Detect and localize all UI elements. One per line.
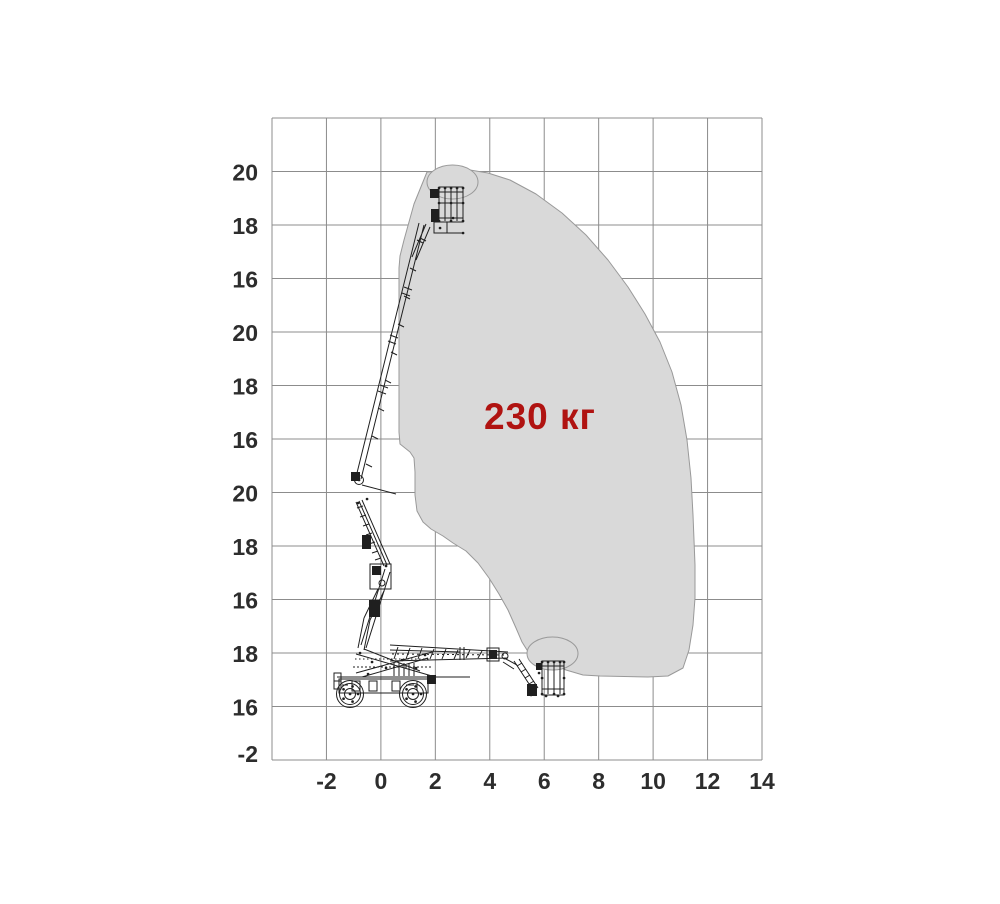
lower-basket xyxy=(536,660,566,698)
jib-hatching xyxy=(516,662,535,685)
elbow-block xyxy=(351,472,360,481)
axis-labels: -2 0 2 4 6 8 10 12 14 20 18 16 20 18 16 20 18 16 18 16 -2 xyxy=(232,160,775,795)
lug-nuts xyxy=(342,685,360,703)
elbow-and-riser xyxy=(351,472,397,651)
y-tick-label: 18 xyxy=(232,641,258,667)
stowed-boom-lines xyxy=(389,644,509,662)
x-tick-label: 8 xyxy=(592,768,605,794)
mast-cylinder xyxy=(357,568,391,651)
turret-ribs xyxy=(393,663,415,676)
y-tick-label: 16 xyxy=(232,427,258,453)
x-tick-label: 10 xyxy=(640,768,666,794)
basket-bolts xyxy=(540,660,566,698)
stowed-boom xyxy=(389,644,539,697)
machine-illustration xyxy=(333,186,566,708)
hub xyxy=(407,688,419,700)
envelope-area xyxy=(398,169,696,678)
elevated-boom xyxy=(355,222,431,480)
riser-collar xyxy=(362,535,371,549)
elbow-pins xyxy=(357,478,369,501)
platform-bubble xyxy=(526,636,579,671)
basket-railing xyxy=(542,662,564,694)
lug-nuts xyxy=(405,685,423,703)
y-tick-label: 16 xyxy=(232,695,258,721)
y-tick-label: 20 xyxy=(232,320,258,346)
boom-lines xyxy=(355,222,431,480)
knuckle-block xyxy=(372,566,381,575)
tire-inner xyxy=(339,683,361,705)
upper-basket xyxy=(430,186,465,235)
x-tick-label: 4 xyxy=(483,768,496,794)
basket-bracket xyxy=(430,189,439,222)
basket-railing xyxy=(439,188,463,221)
elbow-link xyxy=(361,484,397,495)
jib-foot-block xyxy=(527,684,537,696)
x-tick-label: 0 xyxy=(374,768,387,794)
basket-bracket xyxy=(536,663,542,670)
hub xyxy=(344,688,356,700)
x-tick-label: -2 xyxy=(316,768,336,794)
x-tick-label: 6 xyxy=(538,768,551,794)
y-tick-label: -2 xyxy=(238,741,258,767)
stowed-collar xyxy=(459,647,465,660)
front-wheel xyxy=(336,680,364,708)
telescope-collars xyxy=(377,286,413,395)
y-tick-label: 18 xyxy=(232,374,258,400)
x-tick-label: 2 xyxy=(429,768,442,794)
x-tick-label: 12 xyxy=(695,768,721,794)
basket-bolts xyxy=(437,186,465,235)
riser-pins xyxy=(356,501,388,568)
y-tick-label: 16 xyxy=(232,588,258,614)
y-tick-label: 20 xyxy=(232,160,258,186)
boom-hatching xyxy=(365,237,427,468)
x-tick-label: 14 xyxy=(749,768,775,794)
boom-end-block xyxy=(489,650,497,659)
turret xyxy=(353,648,436,684)
y-tick-label: 18 xyxy=(232,213,258,239)
knuckle-box xyxy=(369,563,392,590)
riser-hatching xyxy=(356,505,382,561)
tire-inner xyxy=(402,683,424,705)
rear-wheel xyxy=(399,680,427,708)
turret-rivets xyxy=(358,651,427,676)
y-tick-label: 18 xyxy=(232,534,258,560)
chassis xyxy=(333,672,470,708)
tire-outer xyxy=(399,680,427,708)
jib-links xyxy=(502,658,518,670)
jib-pivot xyxy=(501,652,509,660)
tire-outer xyxy=(336,680,364,708)
platform-bubble xyxy=(426,164,479,200)
riser-arm xyxy=(355,499,391,567)
boom-end-fitting xyxy=(486,647,500,662)
y-tick-label: 20 xyxy=(232,481,258,507)
load-capacity-label: 230 кг xyxy=(484,396,596,437)
stowed-boom-dotted xyxy=(391,653,506,656)
y-tick-label: 16 xyxy=(232,267,258,293)
cylinder-collar xyxy=(369,600,380,617)
